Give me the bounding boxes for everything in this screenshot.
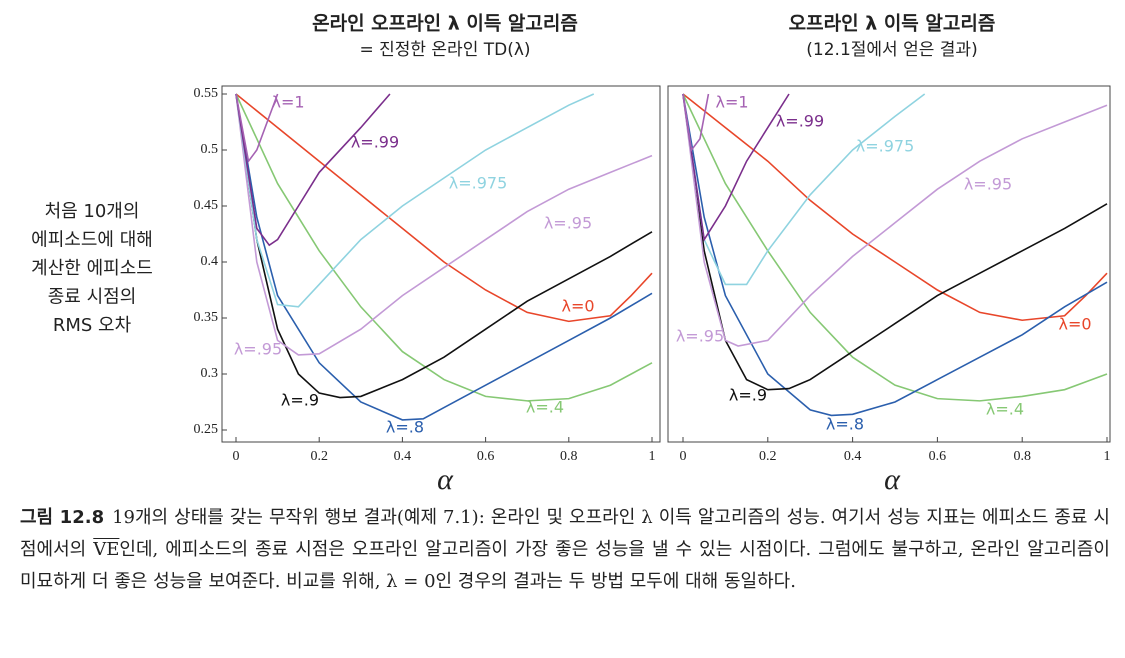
x-tick-label: 0.2: [310, 449, 328, 464]
x-axis-label: α: [884, 463, 901, 496]
line: [682, 93, 790, 242]
caption-text: 19개의 상태를 갖는 무작위 행보 결과(예제 7.1): 온라인 및 오프라…: [20, 507, 1110, 560]
line-label: λ=.4: [986, 400, 1024, 419]
x-tick-label: 0.4: [394, 449, 412, 464]
line-label: λ=1: [715, 93, 748, 112]
line: [682, 93, 1108, 402]
y-tick-label: 0.3: [201, 366, 219, 381]
line: [235, 93, 279, 164]
x-tick-label: 0: [680, 449, 687, 464]
x-tick-label: 0.8: [1013, 449, 1031, 464]
line: [235, 93, 653, 356]
line-label: λ=.4: [526, 398, 564, 417]
line: [235, 93, 653, 323]
line-label: λ=.99: [351, 133, 399, 152]
x-tick-label: 0.6: [929, 449, 947, 464]
chart-title: 오프라인 λ 이득 알고리즘: [789, 13, 996, 35]
line-label: λ=1: [271, 93, 304, 112]
caption: 그림 12.8 19개의 상태를 갖는 무작위 행보 결과(예제 7.1): 온라…: [20, 502, 1110, 598]
line: [682, 93, 1108, 322]
line: [682, 93, 1108, 347]
line-label: λ=.975: [449, 174, 508, 193]
y-axis-label: 종료 시점의: [48, 287, 137, 308]
line-label: λ=.8: [826, 415, 864, 434]
line-label: λ=.9: [281, 391, 319, 410]
plot-frame: [667, 85, 1111, 443]
y-tick-label: 0.35: [194, 310, 219, 325]
line: [682, 93, 1108, 417]
line-label: λ=.8: [386, 418, 424, 437]
x-tick-label: 0: [233, 449, 240, 464]
x-tick-label: 1: [1104, 449, 1111, 464]
line-label: λ=0: [1058, 315, 1091, 334]
y-tick-label: 0.45: [194, 198, 219, 213]
series-group: [682, 93, 1108, 417]
line: [682, 93, 710, 152]
line: [235, 93, 653, 421]
caption-text: 인데, 에피소드의 종료 시점은 오프라인 알고리즘이 가장 좋은 성능을 낼 …: [20, 539, 1110, 592]
x-tick-label: 0.6: [477, 449, 495, 464]
y-tick-label: 0.5: [201, 142, 219, 157]
y-axis-label: 에피소드에 대해: [31, 230, 153, 251]
line-label: λ=.9: [729, 386, 767, 405]
line: [235, 93, 653, 402]
series-group: [235, 93, 653, 421]
line: [235, 93, 595, 308]
y-axis-label: RMS 오차: [53, 315, 132, 336]
x-tick-label: 0.2: [759, 449, 777, 464]
line-label: λ=.95: [964, 175, 1012, 194]
plot-frame: [221, 85, 661, 443]
y-axis-label: 계산한 에피소드: [31, 258, 153, 279]
line-label: λ=.95: [544, 214, 592, 233]
caption-label: 그림 12.8: [20, 507, 105, 528]
line-label: λ=.95: [234, 340, 282, 359]
line-label: λ=.95: [676, 327, 724, 346]
x-tick-label: 0.4: [844, 449, 862, 464]
caption-overline: VE: [93, 539, 120, 560]
line: [682, 93, 1108, 391]
y-tick-label: 0.4: [201, 254, 219, 269]
x-tick-label: 0.8: [560, 449, 578, 464]
line: [682, 93, 926, 286]
y-axis-label: 처음 10개의: [45, 201, 140, 222]
x-tick-label: 1: [649, 449, 656, 464]
line-label: λ=.99: [776, 112, 824, 131]
line-label: λ=.975: [856, 137, 915, 156]
line: [235, 93, 391, 247]
line: [235, 93, 653, 399]
x-axis-label: α: [437, 463, 454, 496]
chart-subtitle: (12.1절에서 얻은 결과): [806, 40, 977, 60]
chart: 온라인 오프라인 λ 이득 알고리즘 = 진정한 온라인 TD(λ) α 0 0.2 0.…: [31, 13, 1111, 496]
y-tick-label: 0.55: [194, 86, 219, 101]
chart-title: 온라인 오프라인 λ 이득 알고리즘: [312, 13, 578, 35]
chart-subtitle: = 진정한 온라인 TD(λ): [359, 40, 530, 60]
y-tick-label: 0.25: [194, 422, 219, 437]
line-label: λ=0: [561, 297, 594, 316]
